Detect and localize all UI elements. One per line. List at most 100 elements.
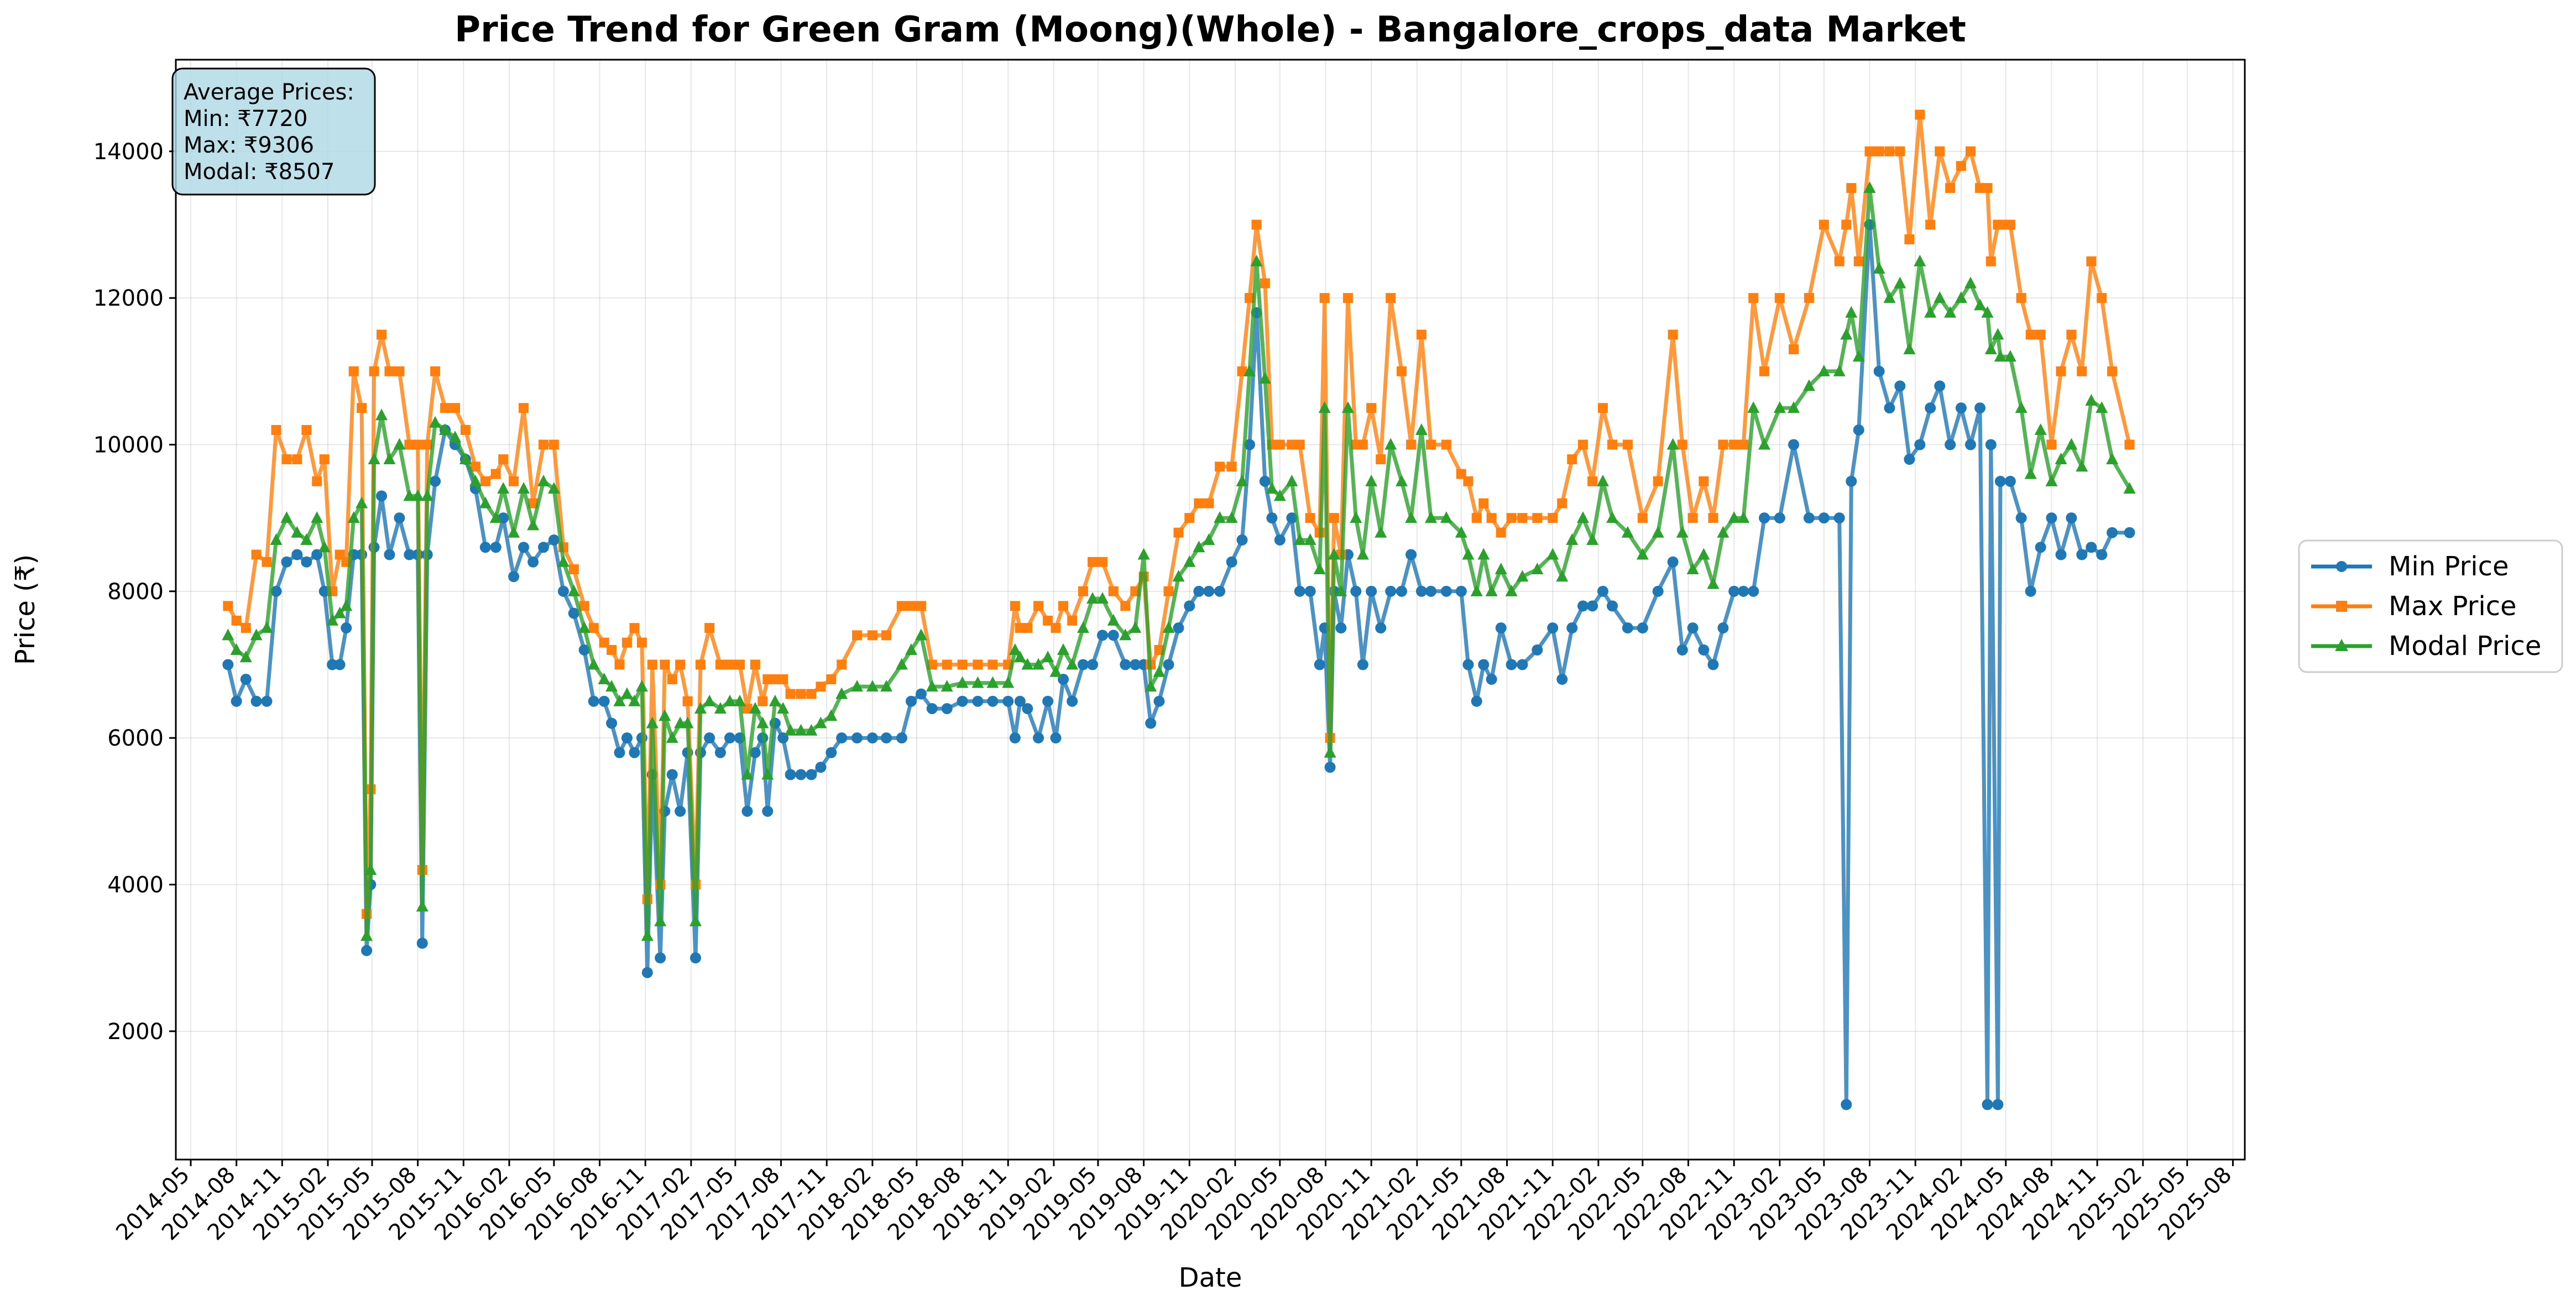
data-point — [1425, 511, 1438, 523]
data-point — [1386, 293, 1396, 303]
data-point — [2066, 329, 2077, 340]
data-point — [291, 549, 303, 560]
data-point — [867, 630, 877, 641]
legend-label-max: Max Price — [2389, 591, 2517, 622]
data-point — [1774, 293, 1785, 303]
data-point — [1009, 732, 1021, 744]
data-point — [376, 490, 388, 502]
data-point — [1707, 659, 1719, 670]
data-point — [1243, 439, 1255, 450]
data-point — [1107, 630, 1119, 641]
data-point — [1304, 585, 1316, 597]
data-point — [1652, 585, 1664, 597]
data-point — [1365, 474, 1378, 486]
data-point — [1163, 659, 1174, 670]
data-point — [1120, 659, 1131, 670]
data-point — [1172, 570, 1185, 582]
data-point — [231, 615, 242, 626]
data-point — [1415, 423, 1428, 435]
data-point — [1903, 343, 1916, 355]
data-point — [318, 541, 331, 553]
data-point — [1945, 439, 1956, 450]
data-point — [1789, 344, 1799, 355]
data-point — [508, 571, 520, 583]
data-point — [1607, 439, 1618, 450]
data-point — [1747, 401, 1760, 413]
data-point — [1042, 651, 1054, 663]
plot-frame — [175, 59, 2246, 1161]
data-point — [1395, 474, 1408, 486]
data-point — [647, 659, 657, 670]
data-point — [1236, 534, 1248, 546]
data-point — [628, 694, 641, 706]
data-point — [1153, 665, 1166, 677]
data-point — [851, 732, 863, 744]
data-point — [489, 511, 502, 523]
data-point — [1873, 365, 1885, 377]
data-point — [1652, 526, 1664, 538]
data-point — [480, 476, 490, 486]
data-point — [557, 555, 569, 567]
data-point — [956, 676, 969, 688]
data-point — [1286, 474, 1298, 486]
data-point — [429, 416, 442, 428]
data-point — [1955, 291, 1967, 303]
data-point — [1050, 732, 1062, 744]
data-point — [430, 366, 441, 376]
data-point — [1914, 439, 1926, 450]
data-point — [1225, 511, 1238, 523]
data-point — [1505, 584, 1518, 596]
data-point — [1426, 439, 1436, 450]
data-point — [836, 732, 848, 744]
data-point — [1463, 476, 1474, 486]
data-point — [498, 454, 509, 465]
data-point — [1130, 659, 1141, 670]
data-point — [1341, 401, 1354, 413]
data-point — [341, 622, 352, 634]
data-point — [1974, 402, 1986, 414]
data-point — [1002, 695, 1014, 707]
data-point — [1803, 512, 1815, 524]
data-point — [762, 805, 774, 817]
data-point — [1067, 695, 1078, 707]
data-point — [757, 696, 768, 706]
data-point — [1576, 511, 1589, 523]
data-point — [1226, 556, 1237, 568]
data-point — [1687, 622, 1699, 634]
data-point — [460, 424, 471, 435]
data-point — [1273, 489, 1286, 501]
data-point — [509, 476, 519, 486]
data-point — [1032, 658, 1045, 670]
grid-lines — [176, 60, 2245, 1160]
data-point — [1471, 513, 1482, 523]
data-point — [1516, 570, 1529, 582]
data-point — [2046, 512, 2057, 524]
data-point — [1924, 306, 1937, 318]
data-point — [262, 557, 272, 567]
data-point — [1193, 541, 1205, 553]
y-tick-label: 6000 — [107, 726, 164, 751]
data-point — [986, 676, 999, 688]
data-point — [815, 762, 827, 773]
series-group — [222, 109, 2136, 1110]
data-point — [1375, 622, 1387, 634]
data-point — [942, 659, 952, 670]
data-point — [1934, 380, 1946, 392]
data-point — [1737, 511, 1750, 523]
data-point — [1653, 476, 1663, 486]
data-point — [1042, 695, 1054, 707]
data-point — [2124, 439, 2135, 450]
data-point — [394, 366, 405, 376]
data-point — [987, 695, 999, 707]
data-point — [450, 403, 461, 413]
data-point — [1995, 219, 2005, 230]
data-point — [851, 680, 864, 692]
legend-box — [2298, 539, 2563, 673]
data-point — [527, 556, 539, 568]
data-point — [1773, 401, 1786, 413]
data-point — [1440, 585, 1452, 597]
data-point — [607, 644, 617, 655]
data-point — [629, 747, 640, 758]
data-point — [1455, 526, 1467, 538]
data-point — [1506, 513, 1517, 523]
